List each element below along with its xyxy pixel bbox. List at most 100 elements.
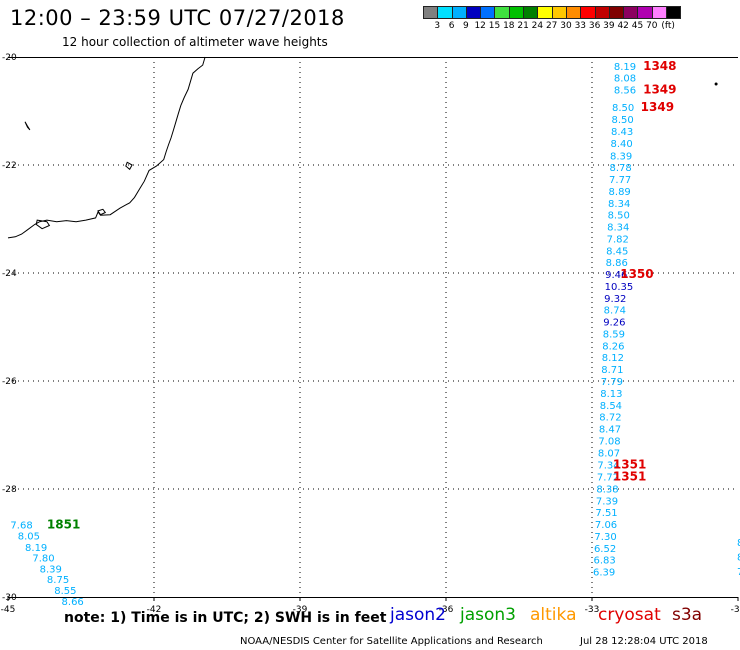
color-scale-label: 70 xyxy=(646,21,658,31)
wave-height-value: 8.39 xyxy=(40,564,62,575)
satellite-legend-jason2: jason2 xyxy=(390,605,446,625)
wave-height-value: 8.66 xyxy=(62,597,84,608)
color-scale-label: 9 xyxy=(463,21,469,31)
wave-height-value: 8.50 xyxy=(608,211,630,222)
color-scale-label: 39 xyxy=(603,21,615,31)
wave-height-value: 7.77 xyxy=(609,175,631,186)
color-scale-label: 42 xyxy=(617,21,629,31)
satellite-legend-cryosat: cryosat xyxy=(598,605,661,625)
latitude-tick-label: -26 xyxy=(2,377,17,387)
wave-height-value: 8.86 xyxy=(606,258,628,269)
wave-height-value: 8.19 xyxy=(25,543,47,554)
color-scale-label: 33 xyxy=(574,21,587,31)
longitude-tick-label: -30 xyxy=(731,605,740,615)
wave-height-value: 7.30 xyxy=(594,532,616,543)
wave-height-value: 8.05 xyxy=(18,531,40,542)
color-scale-label: 30 xyxy=(560,21,572,31)
wave-height-value: 8.40 xyxy=(610,139,632,150)
satellite-legend-altika: altika xyxy=(530,605,577,625)
color-scale-label: 21 xyxy=(517,21,529,31)
satellite-legend-jason3: jason3 xyxy=(460,605,516,625)
wave-height-value: 8.12 xyxy=(602,353,624,364)
wave-height-value: 8.50 xyxy=(612,103,634,114)
wave-height-value: 8.19 xyxy=(614,62,636,73)
color-scale-labels: 3 6 9 12 15 18 21 24 27 30 33 36 39 42 45 70 (ft) xyxy=(423,19,680,33)
longitude-tick-label: -45 xyxy=(1,605,16,615)
island-outline xyxy=(97,208,107,216)
wave-height-value: 9.32 xyxy=(604,294,626,305)
wave-height-value: 7.39 xyxy=(596,496,618,507)
credit-footer: NOAA/NESDIS Center for Satellite Applica… xyxy=(240,636,543,647)
wave-height-value: 7.80 xyxy=(32,554,54,565)
wave-height-value: 8.38 xyxy=(596,484,618,495)
generated-timestamp: Jul 28 12:28:04 UTC 2018 xyxy=(580,636,708,647)
wave-height-value: 7.68 xyxy=(10,521,32,532)
wave-height-value: 8.54 xyxy=(600,401,622,412)
color-scale-legend: 3 6 9 12 15 18 21 24 27 30 33 36 39 42 45 70 (ft) xyxy=(423,6,682,33)
wave-height-value: 8.55 xyxy=(54,586,76,597)
latitude-tick-label: -22 xyxy=(2,161,17,171)
wave-height-value: 8.71 xyxy=(601,365,623,376)
wave-height-value: 8.50 xyxy=(611,115,633,126)
wave-height-value: 10.35 xyxy=(605,282,634,293)
satellite-legend-s3a: s3a xyxy=(672,605,703,625)
latitude-tick-label: -20 xyxy=(2,53,17,63)
color-scale-label: 15 xyxy=(488,21,501,31)
wave-height-value: 7.06 xyxy=(595,520,617,531)
wave-height-value: 7.34 xyxy=(597,461,619,472)
color-scale-swatches xyxy=(423,6,682,19)
page-subtitle: 12 hour collection of altimeter wave hei… xyxy=(62,35,328,49)
color-scale-label: 45 xyxy=(631,21,644,31)
wave-height-value-partial: 7. xyxy=(737,567,740,578)
wave-height-value-partial: 8 xyxy=(737,553,740,564)
island-outline xyxy=(125,161,133,171)
wave-height-value-partial: 8 xyxy=(737,538,740,549)
island-outline xyxy=(24,121,31,131)
wave-height-value: 8.07 xyxy=(598,448,620,459)
pass-time-label: 1351 xyxy=(613,470,646,484)
wave-height-value: 8.43 xyxy=(611,127,633,138)
pass-time-label: 1349 xyxy=(641,100,674,114)
wave-height-value: 8.08 xyxy=(614,74,636,85)
longitude-tick-label: -33 xyxy=(585,605,600,615)
wave-height-value: 8.56 xyxy=(614,85,636,96)
wave-height-value: 8.78 xyxy=(610,163,632,174)
wave-height-value: 8.34 xyxy=(607,223,629,234)
wave-height-value: 8.89 xyxy=(609,187,631,198)
page-title: 12:00 – 23:59 UTC 07/27/2018 xyxy=(10,6,345,30)
coastline xyxy=(7,56,206,239)
wave-height-value: 6.83 xyxy=(593,556,615,567)
wave-height-value: 9.26 xyxy=(603,318,625,329)
color-scale-label: 18 xyxy=(503,21,515,31)
wave-height-value: 8.72 xyxy=(599,413,621,424)
color-scale-label: 12 xyxy=(474,21,486,31)
wave-height-value: 8.47 xyxy=(599,425,621,436)
longitude-tick-label: -42 xyxy=(147,605,162,615)
wave-height-value: 8.59 xyxy=(603,329,625,340)
wave-height-value: 7.51 xyxy=(595,508,617,519)
latitude-tick-label: -30 xyxy=(2,593,17,603)
wave-height-value: 6.39 xyxy=(593,568,615,579)
pass-time-label: 1851 xyxy=(47,518,80,532)
units-note: note: 1) Time is in UTC; 2) SWH is in fe… xyxy=(64,610,387,626)
wave-height-value: 9.46 xyxy=(605,270,627,281)
longitude-tick-label: -36 xyxy=(439,605,454,615)
color-scale-label: 3 xyxy=(434,21,441,31)
color-scale-label: (ft) xyxy=(661,21,675,31)
map-dot-marker xyxy=(714,82,718,86)
color-scale-label: 6 xyxy=(448,21,455,31)
wave-height-value: 8.26 xyxy=(602,341,624,352)
pass-time-label: 1349 xyxy=(643,82,676,96)
latitude-tick-label: -28 xyxy=(2,485,17,495)
wave-height-value: 8.34 xyxy=(608,199,630,210)
map-frame xyxy=(8,57,738,598)
color-scale-label: 36 xyxy=(588,21,601,31)
pass-time-label: 1348 xyxy=(643,59,676,73)
wave-height-value: 7.08 xyxy=(598,436,620,447)
wave-height-value: 6.52 xyxy=(594,544,616,555)
pass-time-label: 1351 xyxy=(613,458,646,472)
wave-height-value: 8.13 xyxy=(600,389,622,400)
color-scale-label: 24 xyxy=(531,21,544,31)
wave-height-value: 7.72 xyxy=(597,473,619,484)
